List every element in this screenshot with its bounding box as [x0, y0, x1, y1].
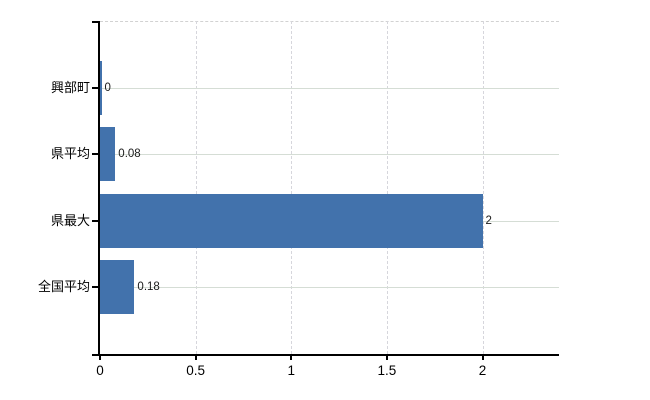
category-label: 県最大 [50, 212, 90, 228]
bar-2 [100, 193, 483, 248]
x-axis-tick [385, 356, 388, 360]
value-label: 2 [485, 214, 492, 227]
bar-1 [100, 127, 116, 182]
y-axis-tick [92, 153, 98, 156]
category-label: 興部町 [50, 79, 90, 95]
x-axis [92, 354, 559, 356]
value-label: 0.18 [137, 281, 160, 294]
vertical-gridline [195, 21, 197, 354]
horizontal-gridline [100, 154, 559, 156]
y-axis-tick [92, 86, 98, 89]
x-tick-label: 2 [478, 363, 487, 378]
x-tick-label: 1 [287, 363, 295, 378]
value-label: 0.08 [118, 148, 141, 161]
plot-top-border [100, 21, 559, 22]
horizontal-gridline [100, 87, 559, 89]
y-axis-tick [92, 286, 98, 289]
vertical-gridline [291, 21, 293, 354]
x-axis-tick [194, 356, 197, 360]
vertical-gridline [386, 21, 388, 354]
category-label: 県平均 [50, 146, 90, 162]
x-axis-tick [99, 356, 101, 360]
value-label: 0 [104, 81, 111, 94]
y-axis-tick [92, 219, 98, 222]
category-label: 全国平均 [37, 279, 90, 295]
bar-3 [100, 260, 135, 315]
x-tick-label: 0 [96, 363, 104, 378]
vertical-gridline [482, 21, 484, 354]
horizontal-gridline [100, 287, 559, 289]
x-axis-tick [481, 356, 484, 360]
bar-0 [100, 60, 102, 115]
y-axis-end-tick [92, 21, 98, 23]
x-tick-label: 1.5 [377, 363, 397, 378]
y-axis [98, 21, 100, 355]
x-tick-label: 0.5 [186, 363, 206, 378]
x-axis-tick [290, 356, 293, 360]
